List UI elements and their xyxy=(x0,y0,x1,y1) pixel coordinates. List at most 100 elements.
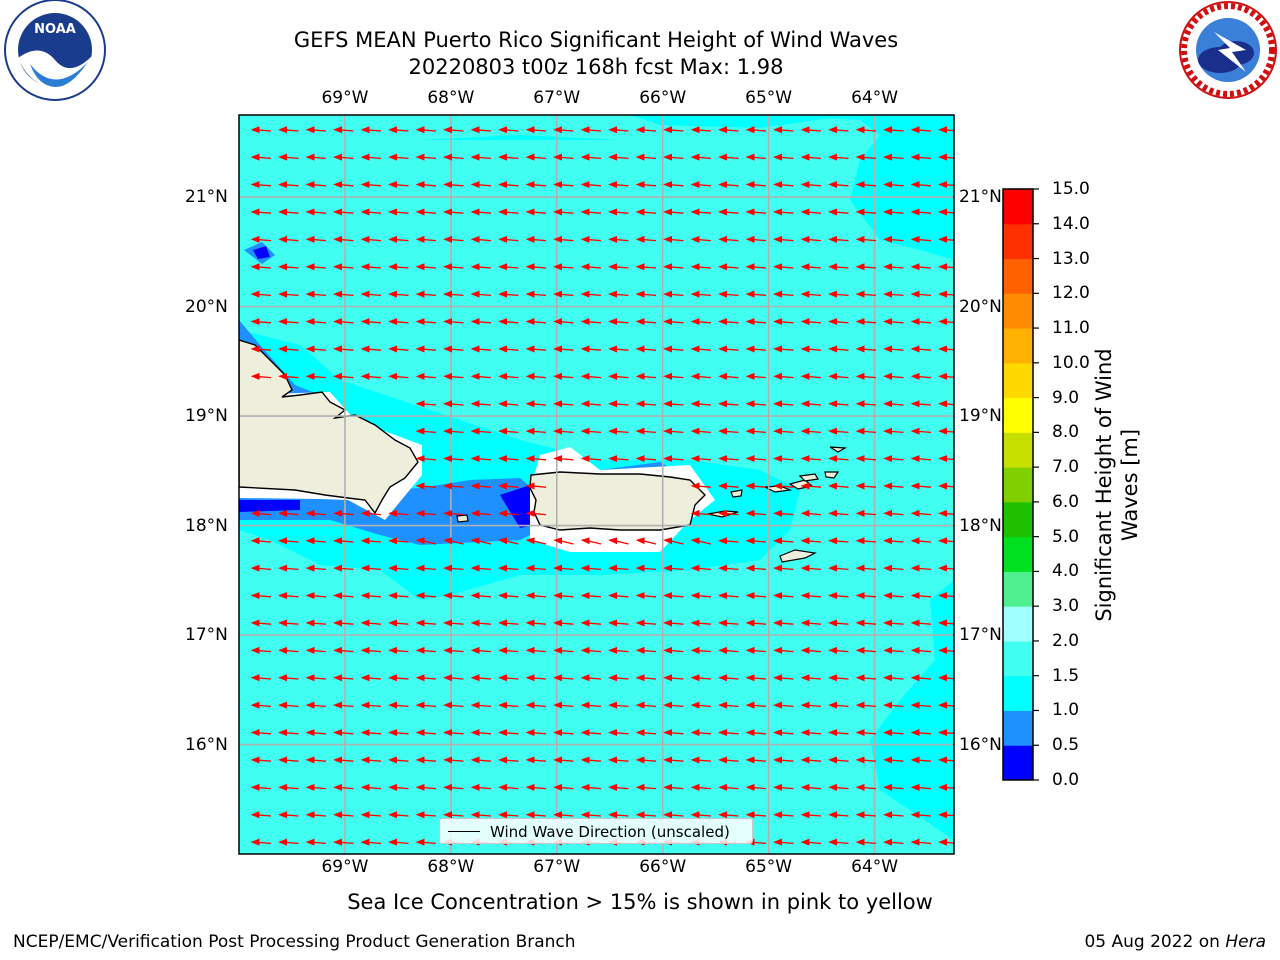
wind-wave-arrowhead xyxy=(745,811,755,819)
wind-wave-arrowhead xyxy=(663,783,672,791)
wind-wave-arrowhead xyxy=(580,181,590,189)
wind-wave-arrowhead xyxy=(388,729,397,737)
wind-wave-arrowhead xyxy=(635,701,645,709)
wind-wave-arrowhead xyxy=(470,537,480,545)
lon-tick-label-top: 67°W xyxy=(533,88,581,108)
wind-wave-arrowhead xyxy=(388,153,397,161)
wind-wave-arrowhead xyxy=(718,646,727,654)
wind-wave-arrowhead xyxy=(498,619,507,627)
wind-wave-arrowhead xyxy=(278,153,287,161)
wind-wave-arrowhead xyxy=(580,290,590,298)
legend-label: Wind Wave Direction (unscaled) xyxy=(490,823,730,841)
wind-wave-arrowhead xyxy=(745,427,755,435)
wind-wave-arrowhead xyxy=(388,263,397,271)
wind-wave-arrowhead xyxy=(718,509,727,517)
wind-wave-arrowhead xyxy=(360,838,370,846)
wind-wave-arrowhead xyxy=(360,619,370,627)
wind-wave-arrowhead xyxy=(553,783,562,791)
lat-tick-label-right: 18°N xyxy=(959,515,1002,536)
wind-wave-arrowhead xyxy=(553,674,562,682)
wind-wave-arrowhead xyxy=(635,345,645,353)
colorbar-swatch xyxy=(1003,640,1033,677)
wind-wave-arrowhead xyxy=(938,263,947,271)
wind-wave-arrowhead xyxy=(360,153,370,161)
wind-wave-arrowhead xyxy=(278,592,287,600)
wind-wave-arrowhead xyxy=(553,290,562,298)
wind-wave-arrowhead xyxy=(305,564,315,572)
wind-wave-arrowhead xyxy=(745,729,755,737)
wind-wave-arrowhead xyxy=(773,701,782,709)
wind-wave-arrowhead xyxy=(360,290,370,298)
wind-wave-arrowhead xyxy=(690,756,700,764)
wind-wave-arrowhead xyxy=(608,345,617,353)
wind-wave-arrowhead xyxy=(250,509,260,517)
noaa-logo-text: NOAA xyxy=(34,22,76,37)
wind-wave-arrowhead xyxy=(525,729,535,737)
wind-wave-arrowhead xyxy=(415,427,425,435)
wind-wave-arrowhead xyxy=(635,126,645,134)
wind-wave-arrowhead xyxy=(718,811,727,819)
wind-wave-arrowhead xyxy=(305,619,315,627)
wind-wave-arrowhead xyxy=(855,181,865,189)
wind-wave-arrowhead xyxy=(910,619,920,627)
wind-wave-arrowhead xyxy=(278,674,287,682)
wind-wave-arrowhead xyxy=(305,509,315,517)
wind-wave-arrowhead xyxy=(855,729,865,737)
wind-wave-arrowhead xyxy=(608,646,617,654)
wind-wave-arrowhead xyxy=(443,290,452,298)
wind-wave-arrowhead xyxy=(388,318,397,326)
wind-wave-arrowhead xyxy=(305,674,315,682)
wind-wave-arrowhead xyxy=(388,783,397,791)
wind-wave-arrowhead xyxy=(333,838,342,846)
wind-wave-arrowhead xyxy=(910,646,920,654)
wind-wave-arrowhead xyxy=(773,482,782,490)
wind-wave-arrowhead xyxy=(883,729,892,737)
wind-wave-arrowhead xyxy=(388,646,397,654)
wind-wave-arrowhead xyxy=(608,318,617,326)
wind-wave-arrowhead xyxy=(250,372,260,380)
wind-wave-arrowhead xyxy=(333,537,342,545)
wind-wave-arrowhead xyxy=(663,400,672,408)
wind-wave-arrowhead xyxy=(580,646,590,654)
wind-wave-arrowhead xyxy=(250,126,260,134)
wind-wave-arrowhead xyxy=(333,592,342,600)
wind-wave-arrowhead xyxy=(745,208,755,216)
wind-wave-arrowhead xyxy=(388,181,397,189)
wind-wave-arrowhead xyxy=(305,208,315,216)
wind-wave-arrowhead xyxy=(470,427,480,435)
wind-wave-arrowhead xyxy=(883,372,892,380)
wind-wave-arrowhead xyxy=(333,235,342,243)
wind-wave-arrowhead xyxy=(800,235,810,243)
wind-wave-arrowhead xyxy=(278,181,287,189)
wind-wave-arrowhead xyxy=(525,482,535,490)
wind-wave-arrowhead xyxy=(828,263,837,271)
wind-wave-arrowhead xyxy=(498,235,507,243)
wind-wave-arrowhead xyxy=(938,592,947,600)
wind-wave-arrowhead xyxy=(663,729,672,737)
wind-wave-arrowhead xyxy=(250,208,260,216)
wind-wave-arrowhead xyxy=(663,181,672,189)
lon-tick-label-bottom: 64°W xyxy=(851,857,899,877)
wind-wave-arrowhead xyxy=(663,537,672,545)
wind-wave-arrowhead xyxy=(250,263,260,271)
wind-wave-arrowhead xyxy=(360,756,370,764)
wind-wave-arrowhead xyxy=(443,509,452,517)
wind-wave-arrowhead xyxy=(910,318,920,326)
wind-wave-arrowhead xyxy=(333,263,342,271)
wind-wave-arrowhead xyxy=(498,455,507,463)
wind-wave-arrowhead xyxy=(910,811,920,819)
wind-wave-arrowhead xyxy=(580,126,590,134)
wind-wave-arrowhead xyxy=(470,400,480,408)
chart-subtitle: 20220803 t00z 168h fcst Max: 1.98 xyxy=(408,55,784,79)
wind-wave-arrowhead xyxy=(498,290,507,298)
wind-wave-arrowhead xyxy=(470,345,480,353)
wind-wave-arrowhead xyxy=(773,318,782,326)
wind-wave-arrowhead xyxy=(635,290,645,298)
chart-title: GEFS MEAN Puerto Rico Significant Height… xyxy=(293,28,899,52)
wind-wave-arrowhead xyxy=(415,701,425,709)
colorbar-swatch xyxy=(1003,223,1033,260)
wind-wave-arrowhead xyxy=(718,674,727,682)
wind-wave-arrowhead xyxy=(883,701,892,709)
wind-wave-arrowhead xyxy=(470,290,480,298)
wind-wave-arrowhead xyxy=(635,427,645,435)
